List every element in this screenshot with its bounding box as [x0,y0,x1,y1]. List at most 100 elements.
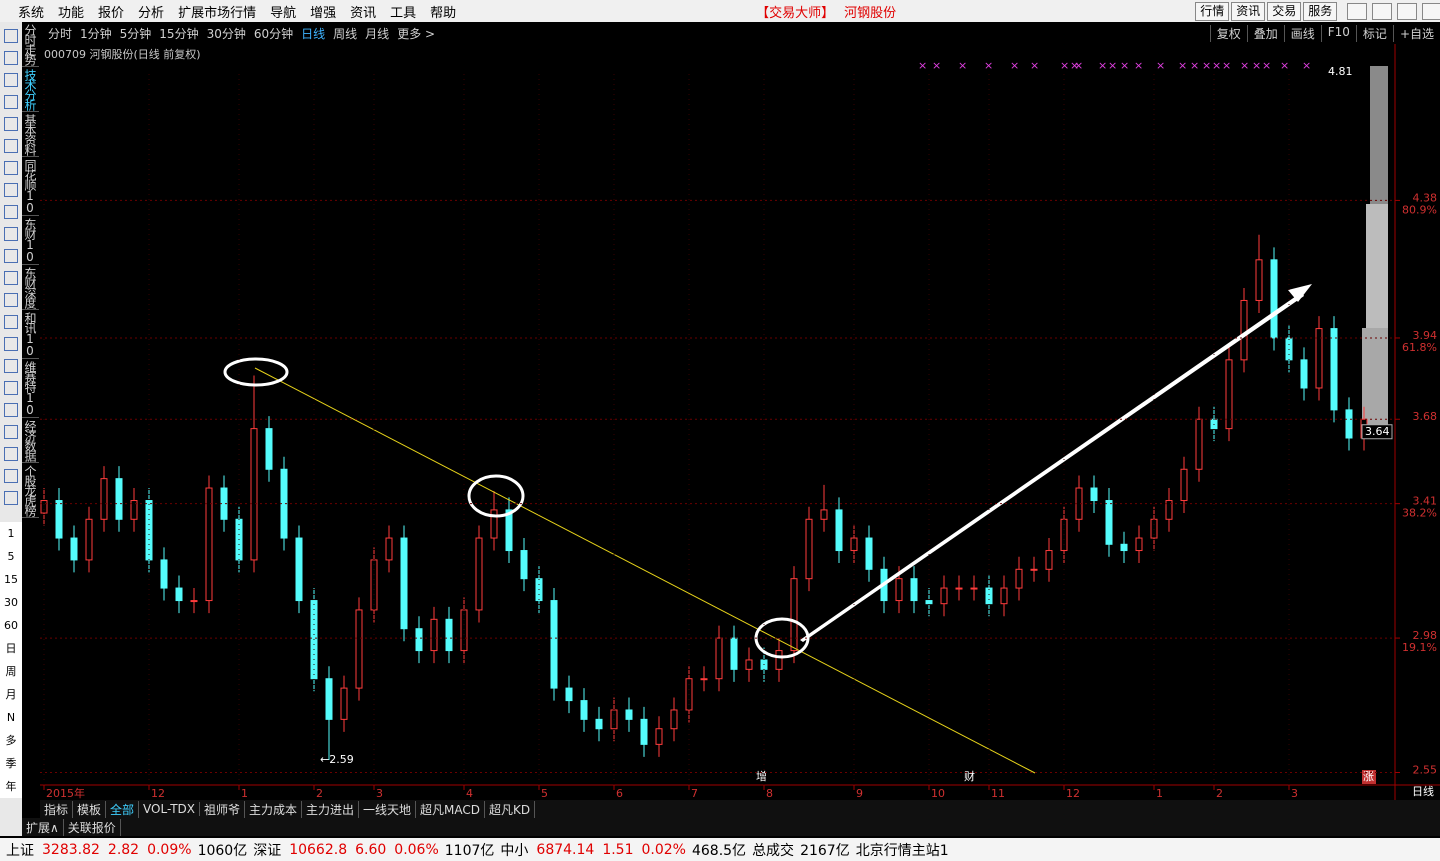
tool-icon[interactable] [4,227,18,241]
candle-body [865,537,873,570]
side-tab[interactable]: 和讯10 [22,310,39,359]
side-tab[interactable]: 东财深度 [22,265,39,310]
indicator-tabs: 指标 模板 全部 VOL-TDX 祖师爷 主力成本 主力进出 一线天地 超凡MACD 超凡KD [40,800,1440,818]
menu-item[interactable]: 帮助 [430,5,457,21]
period-tab[interactable]: 月线 [365,26,390,41]
tool-icon[interactable] [4,425,18,439]
tool-icon[interactable] [4,95,18,109]
menu-item[interactable]: 扩展市场行情 [178,5,257,21]
period-tab[interactable]: 5分钟 [119,26,152,41]
win-btn[interactable] [1347,2,1368,20]
bottom-tab[interactable]: 扩展∧ [22,818,64,836]
side-tab[interactable]: 基本资料 [22,112,39,157]
side-period[interactable]: 年 [5,780,17,793]
menu-item[interactable]: 功能 [58,5,85,21]
win-btn[interactable] [1397,2,1418,20]
chart-bg [40,44,1440,800]
indicator-tab[interactable]: 祖师爷 [200,800,245,818]
tool-button[interactable]: F10 [1320,24,1356,42]
indicator-tab[interactable]: 指标 [40,800,74,818]
tool-icon[interactable] [4,315,18,329]
side-tab[interactable]: 东财10 [22,216,39,265]
tool-icon[interactable] [4,139,18,153]
tool-icon[interactable] [4,161,18,175]
menu-item[interactable]: 系统 [18,5,45,21]
tool-icon[interactable] [4,469,18,483]
period-tab[interactable]: 更多 > [397,26,436,41]
period-tab[interactable]: 15分钟 [159,26,199,41]
indicator-tab[interactable]: VOL-TDX [139,802,200,816]
menu-item[interactable]: 报价 [98,5,125,21]
top-button[interactable]: 资讯 [1231,1,1266,21]
side-period[interactable]: 15 [4,573,18,586]
tool-button[interactable]: 标记 [1355,24,1393,42]
side-period[interactable]: 日 [5,642,17,655]
period-tab[interactable]: 周线 [333,26,358,41]
side-tab[interactable]: 维赛特10 [22,359,39,418]
tool-icon[interactable] [4,447,18,461]
side-period[interactable]: 5 [7,550,15,563]
period-tab[interactable]: 分时 [48,26,73,41]
side-tab[interactable]: 经济数据 [22,418,39,463]
menu-item[interactable]: 资讯 [350,5,377,21]
tool-icon[interactable] [4,205,18,219]
period-tab[interactable]: 1分钟 [80,26,112,41]
tool-icon[interactable] [4,381,18,395]
indicator-tab[interactable]: 一线天地 [359,800,417,818]
side-tab[interactable]: 个股龙虎榜 [22,463,39,518]
tool-button[interactable]: 画线 [1283,24,1321,42]
bottom-tab[interactable]: 关联报价 [64,818,121,836]
top-button[interactable]: 行情 [1195,1,1230,21]
period-tab[interactable]: 30分钟 [206,26,246,41]
top-button[interactable]: 交易 [1267,1,1302,21]
x-tick-label: 2015年 [46,786,85,800]
tool-button[interactable]: 复权 [1209,24,1247,42]
side-tab[interactable]: 分时走势 [22,22,39,67]
tool-icon[interactable] [4,271,18,285]
side-tab[interactable]: 技术分析 [22,67,39,112]
tool-icon[interactable] [4,491,18,505]
tool-icon[interactable] [4,183,18,197]
side-period[interactable]: 多 [5,734,17,747]
top-button[interactable]: 服务 [1303,1,1338,21]
tool-icon[interactable] [4,249,18,263]
side-tab[interactable]: 同花顺10 [22,157,39,216]
indicator-tab[interactable]: 超凡MACD [416,800,486,818]
menu-item[interactable]: 增强 [310,5,337,21]
tool-icon[interactable] [4,51,18,65]
tool-button[interactable]: 叠加 [1246,24,1284,42]
win-btn[interactable] [1372,2,1393,20]
candle-body [1150,518,1158,539]
tool-icon[interactable] [4,29,18,43]
side-period[interactable]: 60 [4,619,18,632]
tool-icon[interactable] [4,73,18,87]
indicator-tab[interactable]: 主力成本 [245,800,303,818]
indicator-tab[interactable]: 模板 [73,800,107,818]
side-period[interactable]: 1 [7,527,15,540]
side-period[interactable]: 季 [5,757,17,770]
tool-icon[interactable] [4,117,18,131]
tool-button[interactable]: +自选 [1392,24,1440,42]
status-item: 中小 [500,842,529,859]
candle-body [1300,359,1308,389]
status-item: 总成交 [752,842,795,859]
side-period[interactable]: N [6,711,16,724]
tool-icon[interactable] [4,293,18,307]
tool-icon[interactable] [4,359,18,373]
side-period[interactable]: 周 [5,665,17,678]
tool-icon[interactable] [4,403,18,417]
candle-body [625,709,633,720]
indicator-tab[interactable]: 主力进出 [302,800,360,818]
menu-item[interactable]: 分析 [138,5,165,21]
period-tab[interactable]: 日线 [301,26,326,41]
win-btn[interactable] [1422,2,1440,20]
indicator-tab[interactable]: 超凡KD [485,800,536,818]
period-tab[interactable]: 60分钟 [253,26,294,41]
side-period[interactable]: 月 [5,688,17,701]
menu-item[interactable]: 导航 [270,5,297,21]
side-period[interactable]: 30 [4,596,18,609]
status-item: 深证 [253,842,282,859]
indicator-tab[interactable]: 全部 [106,800,140,818]
tool-icon[interactable] [4,337,18,351]
menu-item[interactable]: 工具 [390,5,417,21]
